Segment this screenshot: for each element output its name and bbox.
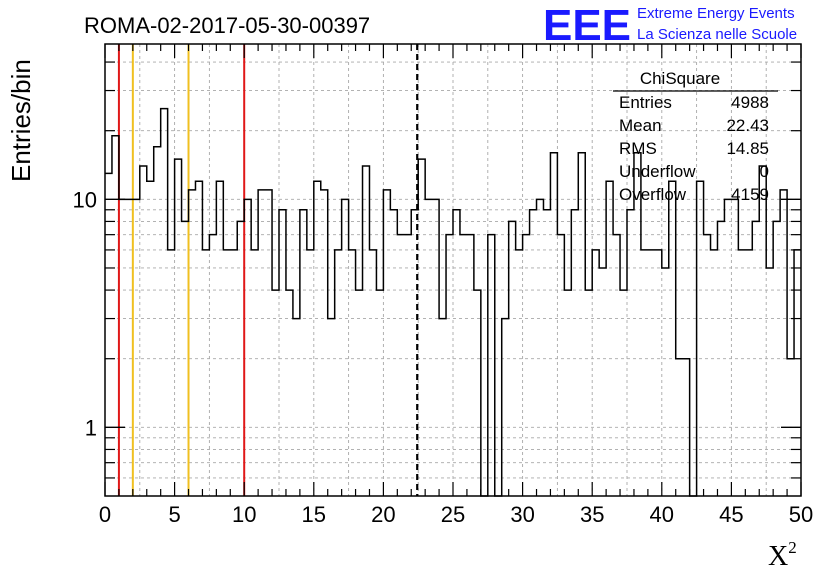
stats-label: Overflow xyxy=(619,185,687,204)
x-tick-label: 40 xyxy=(650,502,674,527)
logo-line-2: La Scienza nelle Scuole xyxy=(637,26,797,43)
chart-title: ROMA-02-2017-05-30-00397 xyxy=(84,13,370,38)
x-tick-label: 25 xyxy=(441,502,465,527)
y-tick-label: 1 xyxy=(85,415,97,440)
x-tick-label: 10 xyxy=(232,502,256,527)
x-tick-label: 30 xyxy=(510,502,534,527)
stats-value: 4159 xyxy=(731,185,769,204)
marker-lines xyxy=(117,44,419,496)
x-tick-label: 20 xyxy=(371,502,395,527)
stats-value: 0 xyxy=(760,162,769,181)
logo-line-1: Extreme Energy Events xyxy=(637,5,795,22)
eee-logo: EEE Extreme Energy Events La Scienza nel… xyxy=(543,1,797,50)
x-axis-title-base: X xyxy=(768,541,788,572)
x-tick-label: 15 xyxy=(302,502,326,527)
stats-title: ChiSquare xyxy=(640,69,720,88)
stats-label: RMS xyxy=(619,139,657,158)
x-tick-label: 50 xyxy=(789,502,813,527)
stats-rows: Entries 4988 Mean 22.43 RMS 14.85 Underflow 0 Ov… xyxy=(619,93,769,204)
x-tick-label: 45 xyxy=(719,502,743,527)
stats-value: 14.85 xyxy=(726,139,769,158)
x-tick-label: 5 xyxy=(168,502,180,527)
stats-label: Entries xyxy=(619,93,672,112)
y-tick-labels: 1 10 xyxy=(73,187,97,440)
x-tick-label: 35 xyxy=(580,502,604,527)
stats-value: 4988 xyxy=(731,93,769,112)
x-tick-label: 0 xyxy=(99,502,111,527)
x-axis-title: X2 xyxy=(768,538,797,572)
y-axis-title: Entries/bin xyxy=(6,59,36,182)
stats-label: Underflow xyxy=(619,162,696,181)
stats-box: ChiSquare Entries 4988 Mean 22.43 RMS 14.85 Un… xyxy=(613,69,778,204)
stats-label: Mean xyxy=(619,116,662,135)
y-tick-label: 10 xyxy=(73,187,97,212)
stats-value: 22.43 xyxy=(726,116,769,135)
histogram-outline xyxy=(105,107,801,497)
x-tick-labels: 0 5 10 15 20 25 30 35 40 45 50 xyxy=(99,502,813,527)
x-axis-title-superscript: 2 xyxy=(788,538,797,557)
logo-mark: EEE xyxy=(543,1,631,50)
axis-ticks xyxy=(104,44,802,496)
